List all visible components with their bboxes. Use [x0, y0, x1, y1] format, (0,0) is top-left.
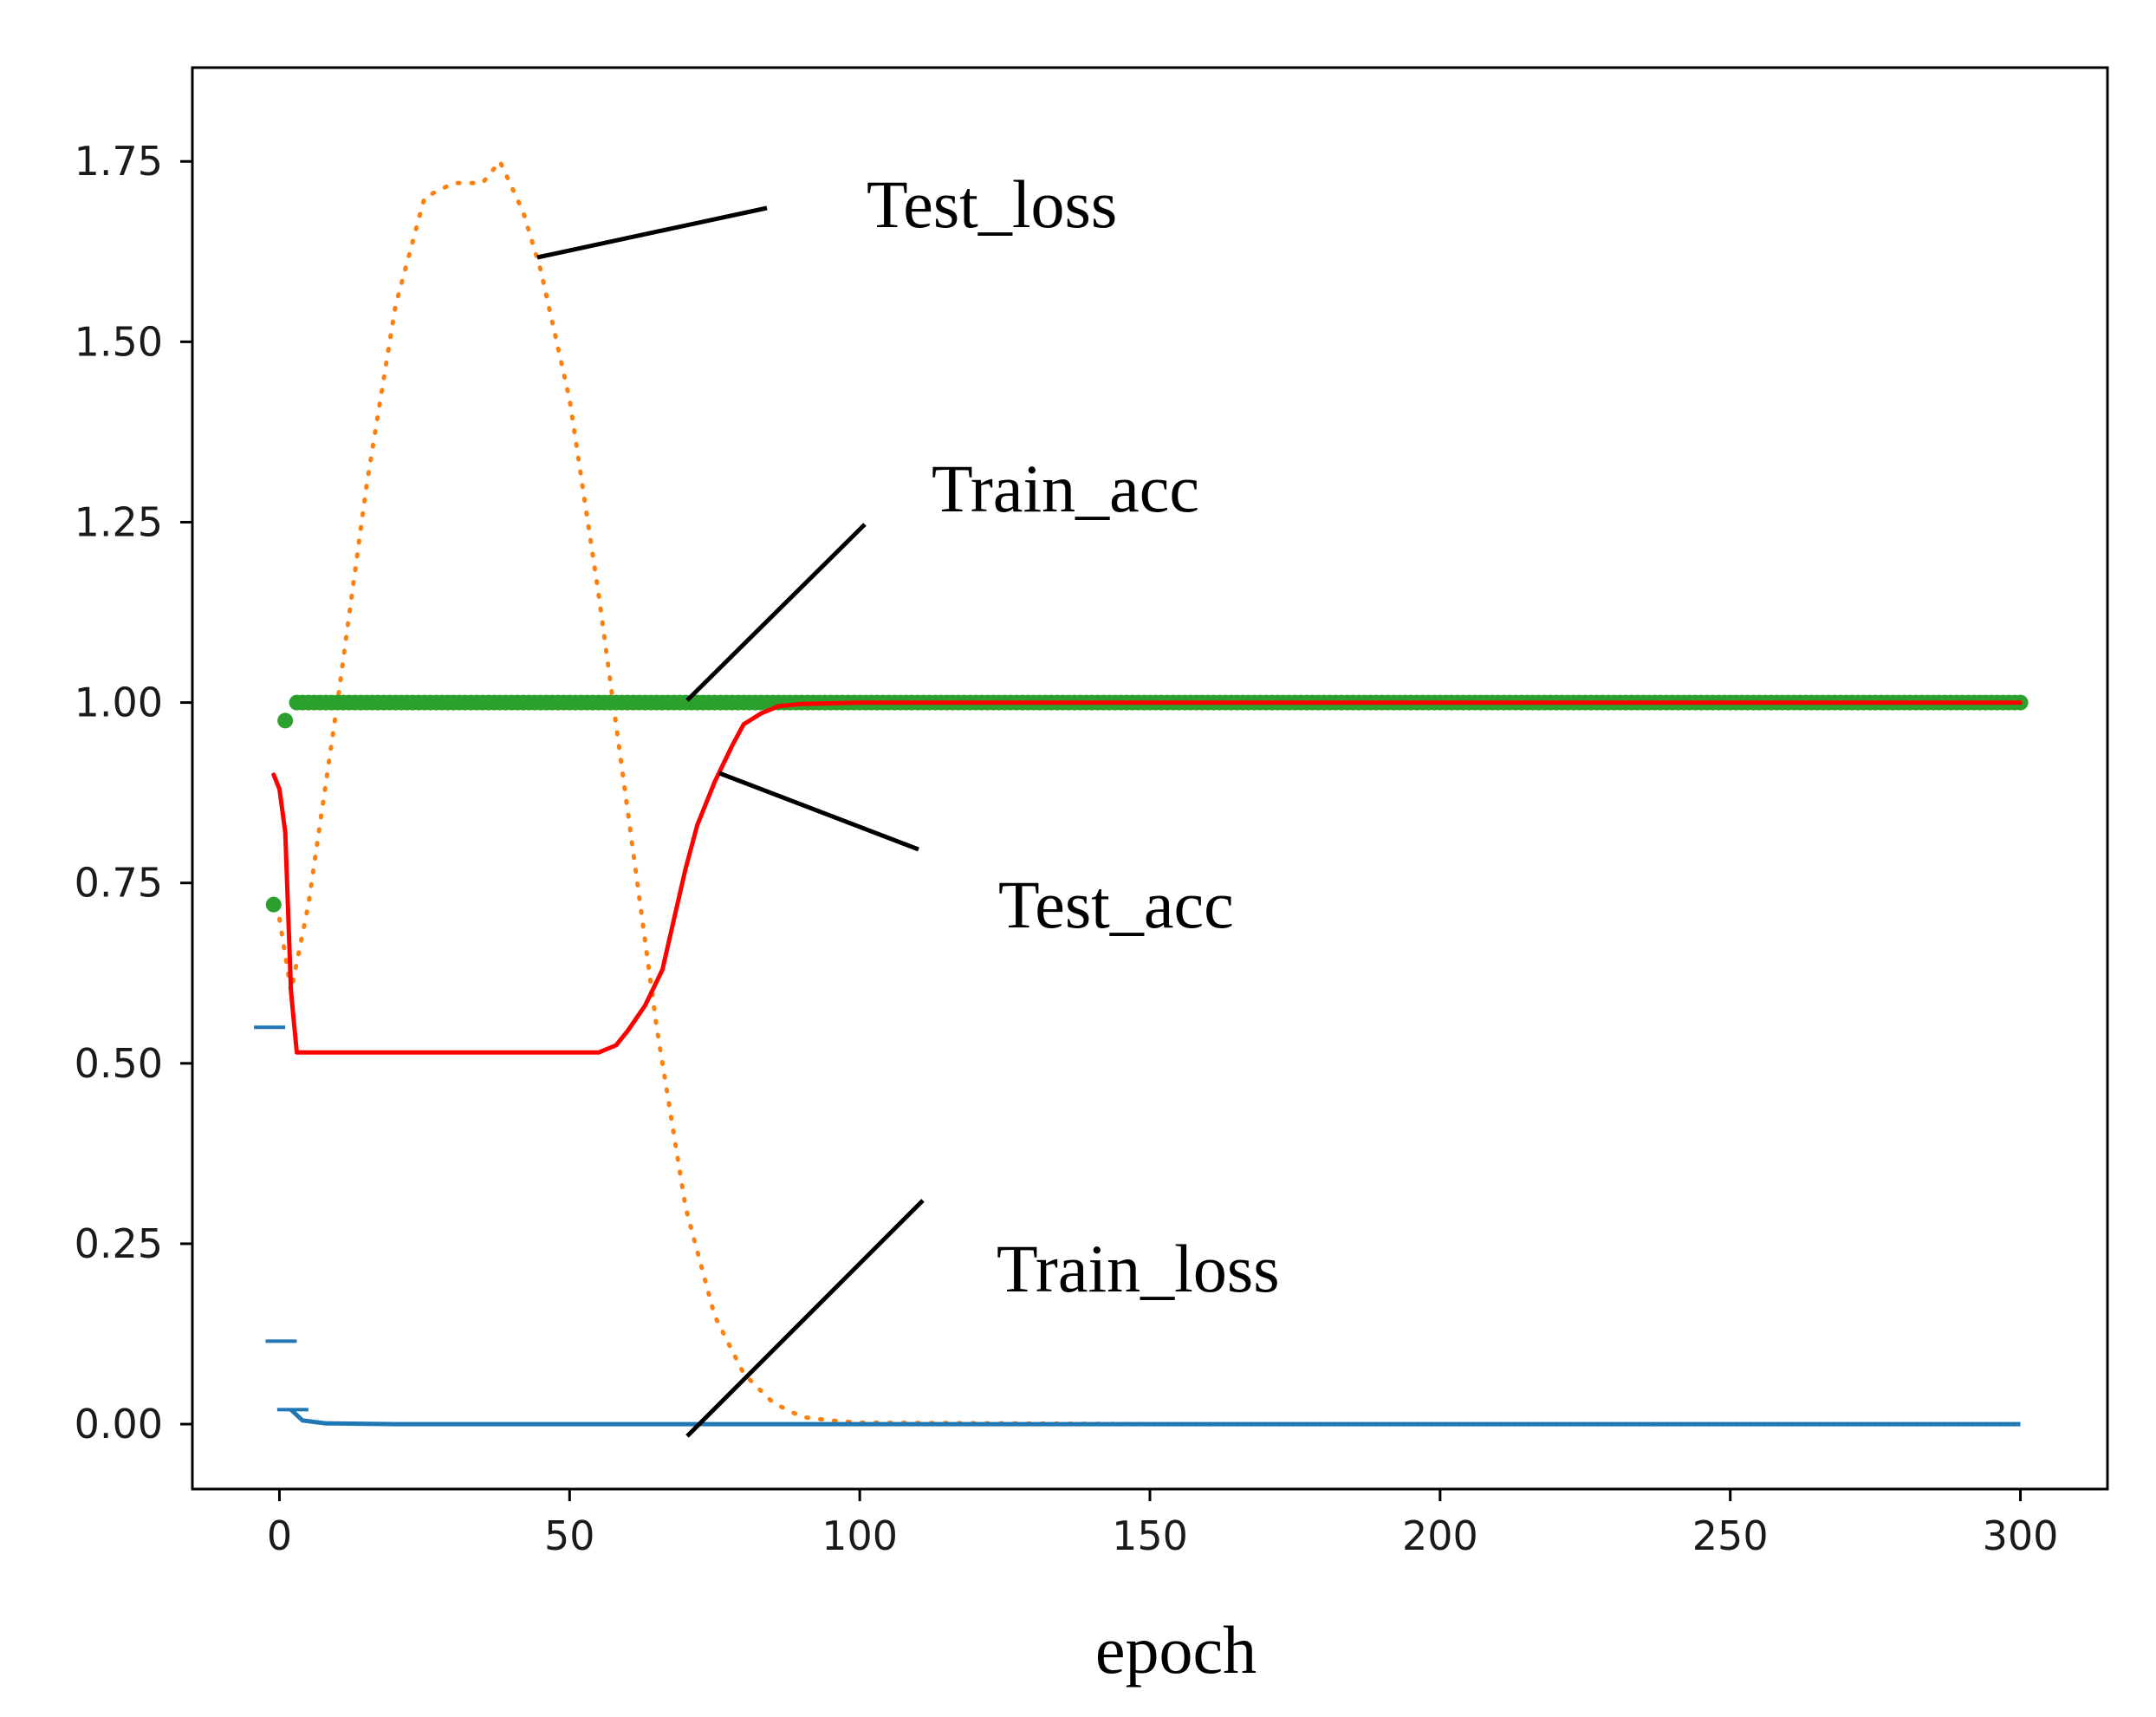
train-loss-line — [289, 1408, 2021, 1427]
y-tick-label: 1.00 — [75, 680, 163, 726]
train-acc-point — [265, 896, 282, 913]
test-acc-leader-line — [718, 771, 919, 852]
train-acc-point — [277, 712, 294, 729]
train-loss-annotation: Train_loss — [997, 1231, 1280, 1306]
x-axis-ticks: 0 50 100 150 200 250 300 — [267, 1489, 2059, 1559]
x-tick-label: 100 — [821, 1512, 898, 1559]
x-axis-label: epoch — [1095, 1612, 1257, 1688]
test-acc-annotation: Test_acc — [998, 867, 1234, 942]
test-loss-leader-line — [536, 205, 768, 260]
y-tick-label: 1.25 — [75, 498, 163, 545]
x-tick-label: 300 — [1983, 1512, 2059, 1559]
x-tick-label: 50 — [544, 1512, 595, 1559]
test-loss-line — [277, 159, 2023, 1427]
y-tick-label: 0.00 — [75, 1401, 163, 1447]
x-tick-label: 150 — [1112, 1512, 1188, 1559]
y-tick-label: 0.25 — [75, 1220, 163, 1267]
test-loss-annotation: Test_loss — [867, 166, 1117, 242]
test-acc-line — [271, 700, 2023, 1055]
annotation-layer: Test_loss Train_acc Test_acc Train_loss — [536, 166, 1280, 1438]
x-tick-label: 200 — [1402, 1512, 1478, 1559]
y-tick-label: 0.75 — [75, 860, 163, 907]
series-layer — [254, 159, 2029, 1427]
train-acc-leader-line — [685, 523, 867, 702]
train-loss-leader-line — [685, 1199, 925, 1438]
train-loss-series — [254, 1025, 2021, 1427]
y-axis-ticks: 0.00 0.25 0.50 0.75 1.00 1.25 1.50 1.75 — [75, 138, 192, 1447]
y-tick-label: 0.50 — [75, 1040, 163, 1087]
y-tick-label: 1.75 — [75, 138, 163, 185]
x-tick-label: 0 — [267, 1512, 292, 1559]
x-tick-label: 250 — [1692, 1512, 1769, 1559]
train-acc-annotation: Train_acc — [932, 451, 1199, 526]
y-tick-label: 1.50 — [75, 318, 163, 365]
